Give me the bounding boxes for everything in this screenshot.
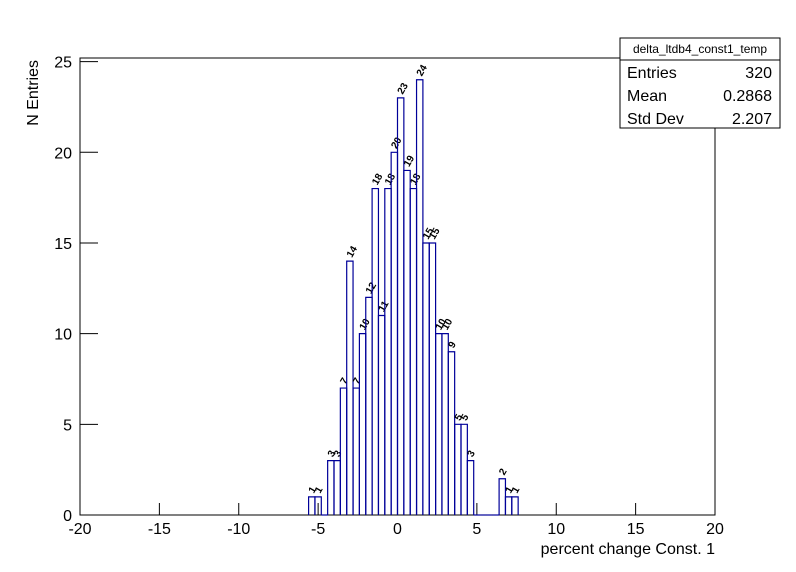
x-tick-label: 0 xyxy=(393,521,402,538)
bar xyxy=(314,496,322,515)
stats-key: Std Dev xyxy=(627,111,684,128)
value-label: 1 xyxy=(313,485,326,496)
value-label: 10 xyxy=(440,317,455,333)
value-label: 1 xyxy=(510,485,523,496)
x-axis-title: percent change Const. 1 xyxy=(541,541,715,558)
value-label: 3 xyxy=(466,448,479,459)
y-tick-label: 10 xyxy=(54,327,72,344)
y-tick-label: 20 xyxy=(54,145,72,162)
stats-value: 2.207 xyxy=(732,111,772,128)
value-label: 5 xyxy=(459,412,472,423)
stats-frame xyxy=(619,37,781,129)
value-label: 10 xyxy=(434,317,449,333)
stats-key: Entries xyxy=(627,65,677,82)
y-tick-label: 15 xyxy=(54,236,72,253)
value-label: 7 xyxy=(339,376,352,387)
value-label: 5 xyxy=(453,412,466,423)
y-tick-label: 5 xyxy=(63,417,72,434)
y-tick-label: 25 xyxy=(54,55,72,72)
x-tick-label: 15 xyxy=(627,521,645,538)
value-label: 9 xyxy=(447,340,460,351)
value-label: 18 xyxy=(370,172,385,188)
value-label: 24 xyxy=(415,63,430,79)
y-axis-title: N Entries xyxy=(25,60,42,126)
stats-value: 0.2868 xyxy=(723,88,772,105)
value-label: 1 xyxy=(504,485,517,496)
value-label: 15 xyxy=(427,226,442,242)
stats-value: 320 xyxy=(745,65,772,82)
bar xyxy=(466,459,475,515)
value-label: 23 xyxy=(396,81,411,97)
value-label: 19 xyxy=(402,153,417,169)
stats-key: Mean xyxy=(627,88,667,105)
value-label: 3 xyxy=(326,448,339,459)
value-label: 14 xyxy=(345,244,360,260)
x-tick-label: -5 xyxy=(311,521,325,538)
value-label: 2 xyxy=(497,467,510,478)
bar xyxy=(511,496,519,515)
value-label: 15 xyxy=(421,226,436,242)
value-label: 1 xyxy=(307,485,320,496)
y-tick-label: 0 xyxy=(63,508,72,525)
x-tick-label: -20 xyxy=(68,521,91,538)
stats-box: delta_ltdb4_const1_temp Entries 320 Mean… xyxy=(619,37,781,129)
x-tick-label: -10 xyxy=(227,521,250,538)
x-tick-label: -15 xyxy=(148,521,171,538)
x-tick-label: 10 xyxy=(547,521,565,538)
stats-title: delta_ltdb4_const1_temp xyxy=(633,42,767,56)
value-label: 7 xyxy=(351,376,364,387)
x-tick-label: 20 xyxy=(706,521,724,538)
x-tick-label: 5 xyxy=(472,521,481,538)
value-label: 3 xyxy=(332,448,345,459)
